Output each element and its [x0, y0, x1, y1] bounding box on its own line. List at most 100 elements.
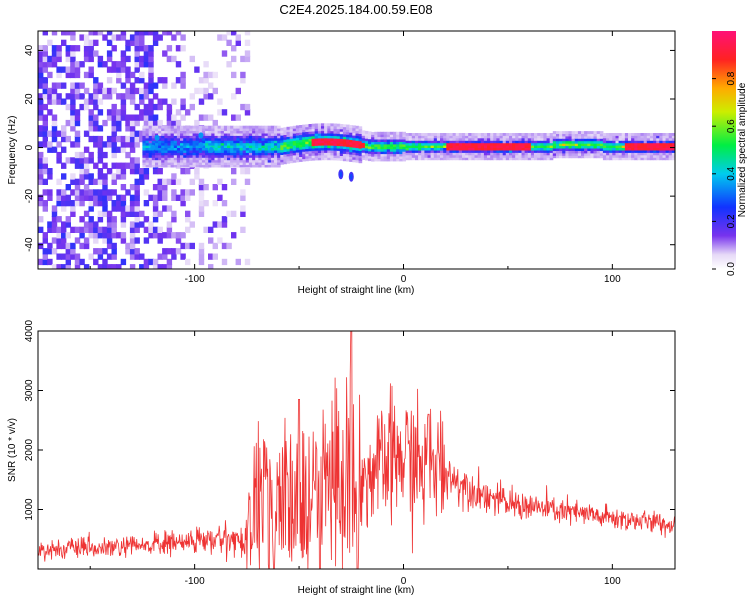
spectrogram-cell	[493, 142, 497, 146]
spectrogram-cell	[106, 189, 113, 196]
spectrogram-cell	[562, 145, 566, 149]
spectrogram-cell	[242, 152, 247, 156]
spectrogram-cell	[129, 221, 136, 228]
spectrogram-cell	[65, 103, 71, 111]
spectrogram-cell	[143, 189, 150, 196]
spectrogram-cell	[471, 142, 475, 146]
spectrogram-cell	[93, 31, 99, 36]
spectrogram-cell	[671, 154, 675, 158]
spectrogram-cell	[143, 50, 150, 57]
spectrogram-cell	[649, 150, 654, 153]
spectrogram-cell	[180, 157, 184, 161]
spectrogram-cell	[549, 135, 554, 139]
spectrogram-cell	[70, 189, 76, 196]
spectrogram-cell	[615, 142, 620, 146]
spectrogram-cell	[134, 168, 140, 175]
spectrogram-cell	[231, 232, 237, 239]
spectrogram-cell	[646, 157, 651, 161]
spectrogram-cell	[274, 142, 278, 146]
spectrogram-cell	[280, 159, 284, 163]
spectrogram-cell	[70, 114, 76, 121]
spectrogram-cell	[220, 130, 225, 134]
spectrogram-cell	[534, 152, 538, 156]
spectrogram-cell	[217, 133, 222, 136]
spectrogram-cell	[515, 147, 519, 151]
spectrogram-cell	[221, 216, 228, 223]
spectrogram-cell	[164, 137, 168, 141]
spectrogram-cell	[116, 119, 122, 127]
spectrogram-cell	[468, 133, 472, 136]
spectrogram-cell	[317, 135, 322, 139]
spectrogram-cell	[543, 145, 547, 148]
spectrogram-cell	[552, 138, 557, 142]
spectrogram-cell	[38, 77, 44, 84]
spectrogram-cell	[65, 31, 71, 36]
spectrogram-cell	[352, 144, 356, 148]
spectrogram-cell	[612, 140, 616, 144]
spectrogram-cell	[111, 242, 117, 250]
spectrogram-cell	[405, 140, 410, 144]
spectrogram-cell	[116, 135, 122, 143]
spectrogram-cell	[134, 66, 140, 73]
spectrogram-cell	[361, 142, 366, 146]
spectrogram-cell	[377, 156, 381, 159]
spectrogram-cell	[198, 125, 203, 129]
spectrogram-cell	[411, 154, 416, 158]
spectrogram-cell	[615, 157, 620, 161]
spectrogram-cell	[120, 184, 127, 191]
spectrogram-cell	[339, 133, 344, 137]
spectrogram-cell	[245, 133, 250, 136]
spectrogram-cell	[537, 140, 541, 144]
spectrogram-cell	[83, 189, 90, 196]
spectrogram-cell	[646, 154, 651, 158]
spectrogram-cell	[377, 141, 381, 145]
spectrogram-cell	[180, 159, 184, 163]
spectrogram-cell	[433, 142, 438, 146]
spectrogram-cell	[79, 157, 85, 164]
spectrogram-cell	[97, 189, 104, 196]
spectrogram-cell	[380, 153, 385, 157]
spectrogram-cell	[421, 140, 425, 144]
spectrogram-cell	[214, 157, 219, 161]
spectrogram-cell	[515, 157, 519, 161]
spectrogram-cell	[634, 137, 638, 141]
spectrogram-cell	[42, 66, 48, 73]
spectrogram-cell	[314, 128, 319, 132]
spectrogram-cell	[568, 148, 573, 151]
spectrogram-cell	[512, 157, 516, 161]
spectrogram-cell	[483, 137, 488, 141]
spectrogram-cell	[317, 133, 322, 136]
spectrogram-cell	[148, 55, 154, 63]
spectrogram-cell	[261, 128, 266, 131]
spectrogram-cell	[38, 151, 44, 159]
spectrogram-cell	[418, 142, 422, 146]
spectrogram-cell	[534, 145, 538, 148]
spectrogram-cell	[74, 253, 81, 260]
spectrogram-cell	[129, 168, 136, 175]
spectrogram-cell	[286, 136, 291, 140]
spectrogram-cell	[171, 189, 177, 196]
spectrogram-cell	[305, 141, 309, 145]
spectrogram-cell	[65, 93, 71, 100]
spectrogram-cell	[74, 82, 81, 89]
spectrogram-cell	[120, 168, 127, 175]
spectrogram-cell	[421, 150, 425, 153]
spectrogram-cell	[396, 131, 400, 135]
spectrogram-cell	[599, 148, 604, 151]
spectrogram-cell	[217, 221, 223, 228]
spectrogram-cell	[640, 140, 645, 144]
spectrogram-cell	[242, 150, 247, 153]
spectrogram-cell	[565, 150, 569, 154]
spectrogram-cell	[471, 137, 475, 141]
spectrogram-cell	[56, 253, 62, 260]
spectrogram-cell	[252, 130, 256, 134]
snr-x-axis-label: Height of straight line (km)	[298, 585, 415, 596]
spectrogram-cell	[327, 137, 331, 141]
spectrogram-cell	[148, 128, 153, 131]
spectrogram-cell	[477, 157, 482, 161]
spectrogram-cell	[521, 133, 526, 136]
spectrogram-cell	[302, 141, 306, 145]
spectrogram-cell	[264, 150, 269, 153]
spectrogram-cell	[42, 50, 48, 57]
